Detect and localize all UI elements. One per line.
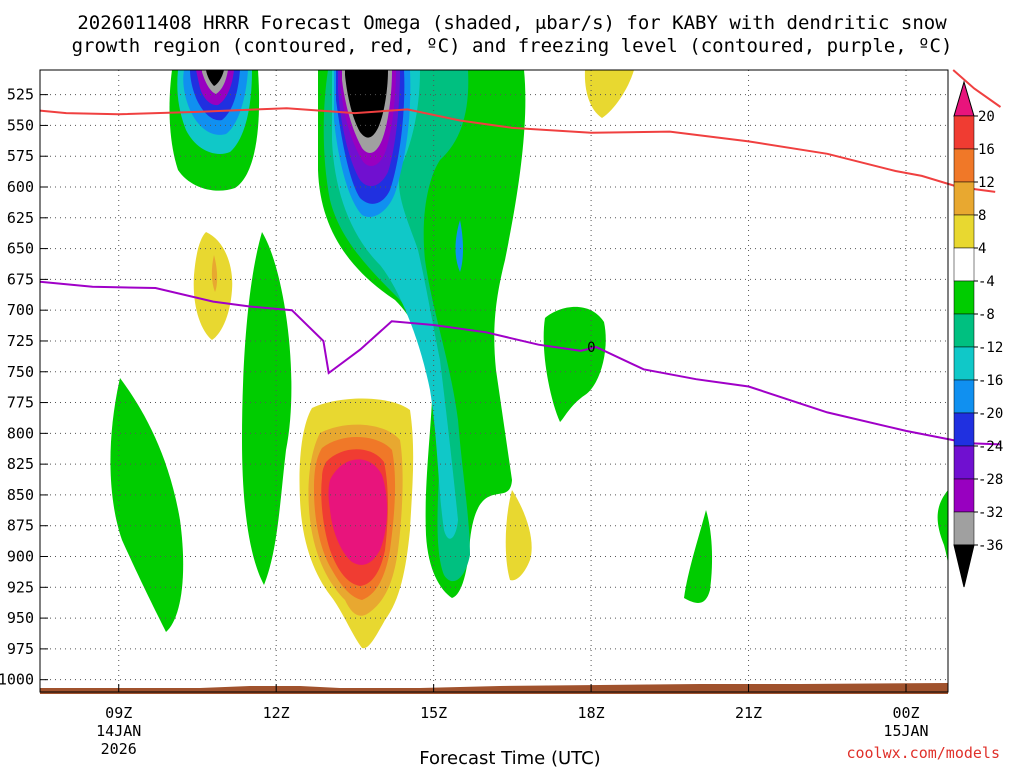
x-axis-label: Forecast Time (UTC)	[419, 748, 600, 768]
y-tick-label: 850	[7, 486, 34, 504]
omega-region-yellow-19z	[584, 70, 634, 118]
colorbar-swatch	[953, 214, 975, 249]
y-tick-label: 525	[7, 86, 34, 104]
y-tick-label: 900	[7, 548, 34, 566]
colorbar-swatch	[953, 115, 975, 150]
omega-shading	[110, 70, 948, 649]
y-tick-label: 950	[7, 609, 34, 627]
colorbar-label: -16	[978, 373, 1003, 389]
colorbar-swatch	[953, 412, 975, 447]
y-tick-label: 700	[7, 301, 34, 319]
colorbar-label: -36	[978, 538, 1003, 554]
y-tick-label: 575	[7, 147, 34, 165]
y-tick-label: 800	[7, 424, 34, 442]
colorbar-label: -24	[978, 439, 1003, 455]
colorbar-label: 20	[978, 109, 995, 125]
colorbar-swatch	[953, 511, 975, 546]
y-tick-label: 550	[7, 116, 34, 134]
y-tick-label: 725	[7, 332, 34, 350]
y-tick-label: 650	[7, 240, 34, 258]
chart-title-line2: growth region (contoured, red, ºC) and f…	[72, 35, 953, 57]
omega-region-green-21z	[684, 510, 713, 603]
colorbar-swatch	[953, 478, 975, 513]
x-tick-label: 15Z	[420, 704, 447, 722]
omega-region-green-09z	[110, 378, 184, 632]
colorbar-bottom-arrow	[953, 544, 975, 588]
y-tick-label: 925	[7, 578, 34, 596]
colorbar-label: 16	[978, 142, 995, 158]
omega-region-green-12z	[242, 232, 292, 585]
colorbar-label: -20	[978, 406, 1003, 422]
y-tick-label: 675	[7, 270, 34, 288]
omega-region-11z-black	[206, 70, 224, 86]
colorbar-swatch	[953, 280, 975, 315]
y-tick-label: 775	[7, 394, 34, 412]
colorbar-top-arrow	[953, 80, 975, 117]
colorbar-swatch	[953, 148, 975, 183]
colorbar-label: -12	[978, 340, 1003, 356]
colorbar-swatch	[953, 346, 975, 381]
colorbar-swatch	[953, 379, 975, 414]
colorbar-swatch	[953, 445, 975, 480]
omega-region-blue-small	[455, 220, 463, 272]
plot-grid	[40, 70, 948, 692]
x-tick-date: 14JAN	[96, 722, 141, 740]
dendritic-region-line-upper	[952, 69, 1002, 108]
x-tick-date: 15JAN	[883, 722, 928, 740]
omega-region-yellow-11z	[193, 232, 233, 340]
y-axis: 525 550 575 600 625 650 675 700 725 750 775 800 825 8…	[0, 86, 48, 689]
y-tick-label: 1000	[0, 671, 34, 689]
colorbar-label: -4	[978, 274, 995, 290]
dendritic-region-line	[39, 107, 996, 193]
x-tick-label: 09Z	[105, 704, 132, 722]
y-tick-label: 975	[7, 640, 34, 658]
omega-region-green-18z	[543, 306, 606, 422]
y-tick-label: 750	[7, 363, 34, 381]
omega-region-green-edge	[937, 490, 948, 565]
y-tick-label: 600	[7, 178, 34, 196]
colorbar-label: 8	[978, 208, 986, 224]
plot-frame	[39, 69, 949, 693]
colorbar-label: -32	[978, 505, 1003, 521]
x-tick-label: 00Z	[892, 704, 919, 722]
omega-region-magenta	[328, 459, 388, 565]
site-credit: coolwx.com/models	[846, 744, 1000, 762]
colorbar: 20 16 12 8 4 -4 -8 -12 -16 -20 -24 -28 -32 -36	[953, 80, 1003, 588]
colorbar-label: 4	[978, 241, 986, 257]
y-tick-label: 825	[7, 455, 34, 473]
freezing-level-label: 0	[587, 340, 595, 356]
x-tick-label: 21Z	[735, 704, 762, 722]
omega-region-orange-11z	[211, 255, 218, 292]
colorbar-label: -28	[978, 472, 1003, 488]
y-tick-label: 875	[7, 517, 34, 535]
omega-region-black	[345, 70, 388, 138]
omega-region-yellow-17z	[505, 490, 532, 581]
ground-surface	[40, 683, 948, 694]
colorbar-swatch	[953, 247, 975, 282]
colorbar-label: -8	[978, 307, 995, 323]
colorbar-swatch	[953, 181, 975, 216]
chart-title-line1: 2026011408 HRRR Forecast Omega (shaded, …	[77, 12, 947, 34]
x-tick-year: 2026	[101, 740, 137, 758]
y-tick-label: 625	[7, 209, 34, 227]
colorbar-swatch	[953, 313, 975, 348]
x-tick-label: 12Z	[263, 704, 290, 722]
x-tick-label: 18Z	[578, 704, 605, 722]
colorbar-label: 12	[978, 175, 995, 191]
freezing-level-line	[39, 280, 1001, 446]
